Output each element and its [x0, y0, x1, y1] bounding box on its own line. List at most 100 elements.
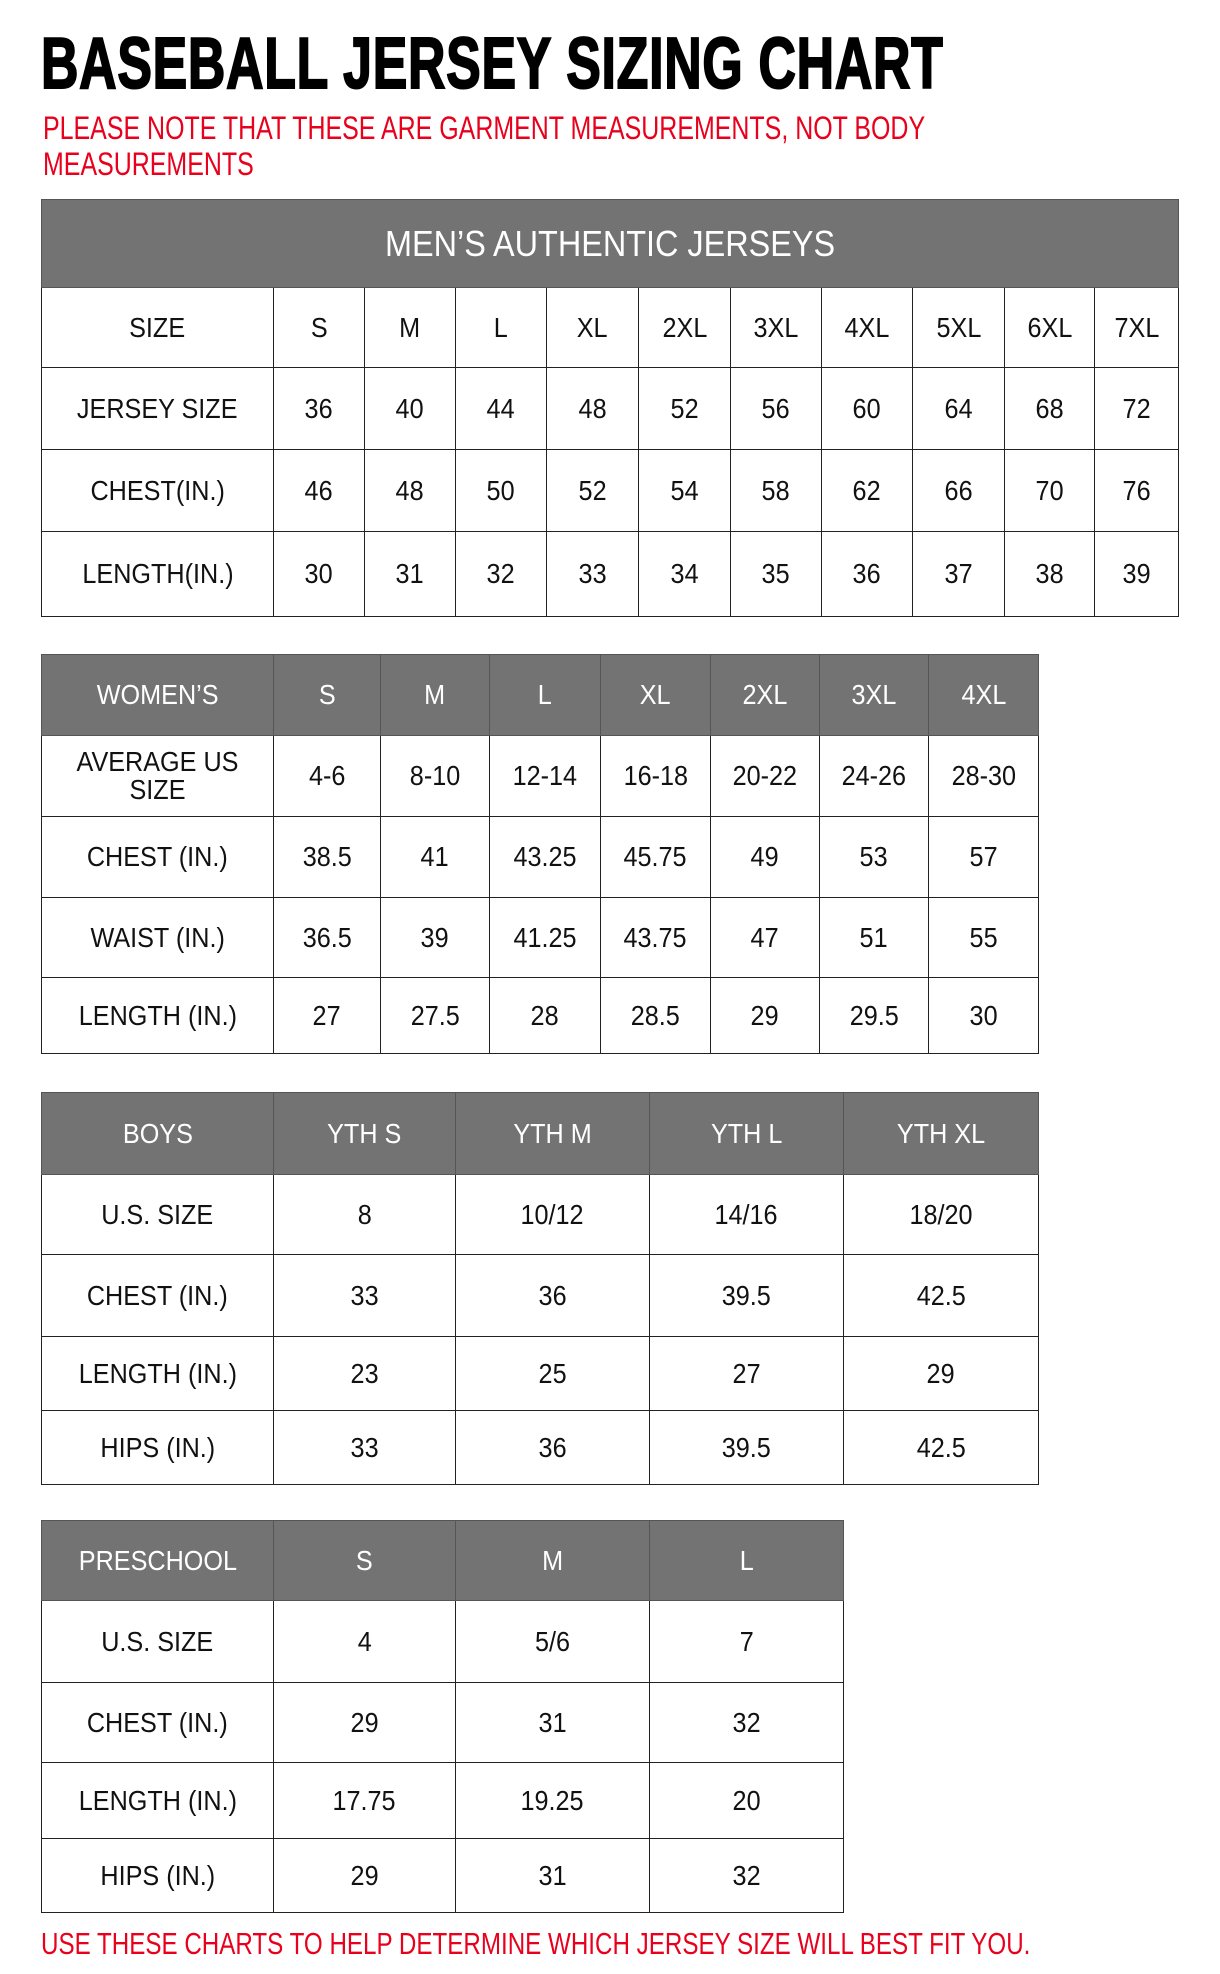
table-cell: 31: [455, 1838, 650, 1913]
row-label: CHEST (IN.): [41, 816, 274, 898]
table-cell: 7: [649, 1600, 844, 1683]
cell-text: 47: [750, 921, 780, 953]
table-cell: 64: [912, 367, 1005, 450]
table-row: LENGTH (IN.) 23 25 27 29: [41, 1336, 1039, 1411]
cell-text: 36: [538, 1279, 567, 1311]
cell-text: M: [541, 1544, 563, 1576]
cell-text: L: [739, 1544, 754, 1576]
cell-text: AVERAGE US SIZE: [76, 746, 239, 805]
cell-text: 35: [761, 558, 791, 589]
cell-text: 29: [350, 1706, 379, 1738]
table-cell: 33: [546, 531, 639, 617]
cell-text: 42.5: [916, 1431, 966, 1463]
table-cell: 37: [912, 531, 1005, 617]
cell-text: M: [424, 679, 446, 710]
table-cell: 46: [273, 449, 365, 532]
cell-text: 40: [395, 392, 425, 424]
row-label: HIPS (IN.): [41, 1410, 274, 1485]
preschool-size-table: PRESCHOOL S M L U.S. SIZE 4 5/6 7 CHEST (IN.) 29 3…: [41, 1520, 844, 1913]
cell-text: YTH XL: [896, 1117, 986, 1149]
table-cell: 52: [546, 449, 639, 532]
cell-text: 8-10: [409, 760, 461, 791]
table-cell: 60: [821, 367, 913, 450]
table-cell: 45.75: [600, 816, 711, 898]
cell-text: 32: [486, 558, 516, 589]
cell-text: 68: [1035, 392, 1064, 424]
cell-text: 27: [732, 1357, 761, 1389]
table-row: JERSEY SIZE 36 40 44 48 52 56 60 64 68 72: [41, 367, 1180, 450]
table-cell: XL: [600, 654, 711, 736]
cell-text: 58: [761, 474, 791, 506]
cell-text: 39: [420, 921, 450, 953]
table-cell: 33: [273, 1254, 456, 1337]
cell-text: 33: [350, 1431, 379, 1463]
table-cell: 10/12: [455, 1174, 650, 1255]
row-label: LENGTH (IN.): [41, 1762, 274, 1839]
header-row: WOMEN’S S M L XL 2XL 3XL 4XL: [41, 654, 1039, 736]
row-label: SIZE: [41, 287, 274, 368]
row-label: CHEST(IN.): [41, 449, 274, 532]
table-cell: 4: [273, 1600, 456, 1683]
cell-text: 4XL: [844, 311, 890, 343]
cell-text: 29: [750, 999, 780, 1031]
cell-text: 27.5: [410, 999, 460, 1031]
table-cell: S: [273, 1520, 456, 1601]
table-cell: 30: [928, 977, 1039, 1054]
table-caption-text: MEN’S AUTHENTIC JERSEYS: [384, 222, 836, 264]
cell-text: 28-30: [951, 760, 1016, 791]
table-cell: 4XL: [821, 287, 913, 368]
table-cell: L: [455, 287, 547, 368]
table-cell: 19.25: [455, 1762, 650, 1839]
row-label: CHEST (IN.): [41, 1682, 274, 1763]
cell-text: 32: [732, 1706, 761, 1738]
table-cell: 52: [638, 367, 731, 450]
cell-text: 29: [350, 1859, 379, 1891]
table-cell: 43.75: [600, 897, 711, 978]
cell-text: BOYS: [122, 1117, 193, 1149]
table-cell: 18/20: [843, 1174, 1039, 1255]
cell-text: U.S. SIZE: [101, 1625, 214, 1657]
cell-text: 72: [1122, 392, 1151, 424]
table-cell: 42.5: [843, 1254, 1039, 1337]
cell-text: 33: [578, 558, 607, 589]
cell-text: 41: [420, 841, 450, 872]
table-cell: 66: [912, 449, 1005, 532]
table-cell: 50: [455, 449, 547, 532]
table-cell: 39.5: [649, 1410, 844, 1485]
cell-text: S: [318, 679, 336, 710]
table-cell: 7XL: [1093, 287, 1180, 368]
table-cell: 33: [273, 1410, 456, 1485]
table-cell: 38.5: [273, 816, 381, 898]
cell-text: 66: [944, 474, 973, 506]
table-cell: YTH S: [273, 1092, 456, 1175]
cell-text: 5/6: [534, 1625, 571, 1657]
table-cell: 23: [273, 1336, 456, 1411]
table-cell: 4XL: [928, 654, 1039, 736]
cell-text: CHEST(IN.): [90, 474, 225, 506]
table-cell: 39.5: [649, 1254, 844, 1337]
cell-text: 38: [1035, 558, 1064, 589]
table-cell: 27.5: [380, 977, 490, 1054]
cell-text: 76: [1122, 474, 1151, 506]
table-cell: 32: [649, 1682, 844, 1763]
table-row: HIPS (IN.) 33 36 39.5 42.5: [41, 1410, 1039, 1485]
table-cell: 29: [843, 1336, 1039, 1411]
cell-text: 38.5: [302, 841, 352, 872]
cell-text: LENGTH (IN.): [78, 1357, 237, 1389]
table-cell: 16-18: [600, 735, 711, 817]
table-cell: 62: [821, 449, 913, 532]
table-cell: 38: [1004, 531, 1095, 617]
table-cell: 17.75: [273, 1762, 456, 1839]
cell-text: 14/16: [714, 1198, 779, 1230]
cell-text: YTH M: [513, 1117, 592, 1149]
table-row: LENGTH (IN.) 17.75 19.25 20: [41, 1762, 844, 1839]
cell-text: 29: [926, 1357, 956, 1389]
row-label: HIPS (IN.): [41, 1838, 274, 1913]
table-cell: 32: [649, 1838, 844, 1913]
cell-text: 46: [304, 474, 334, 506]
cell-text: 27: [312, 999, 342, 1031]
cell-text: 31: [538, 1859, 567, 1891]
table-cell: M: [380, 654, 490, 736]
cell-text: 36.5: [302, 921, 352, 953]
cell-text: 62: [852, 474, 882, 506]
